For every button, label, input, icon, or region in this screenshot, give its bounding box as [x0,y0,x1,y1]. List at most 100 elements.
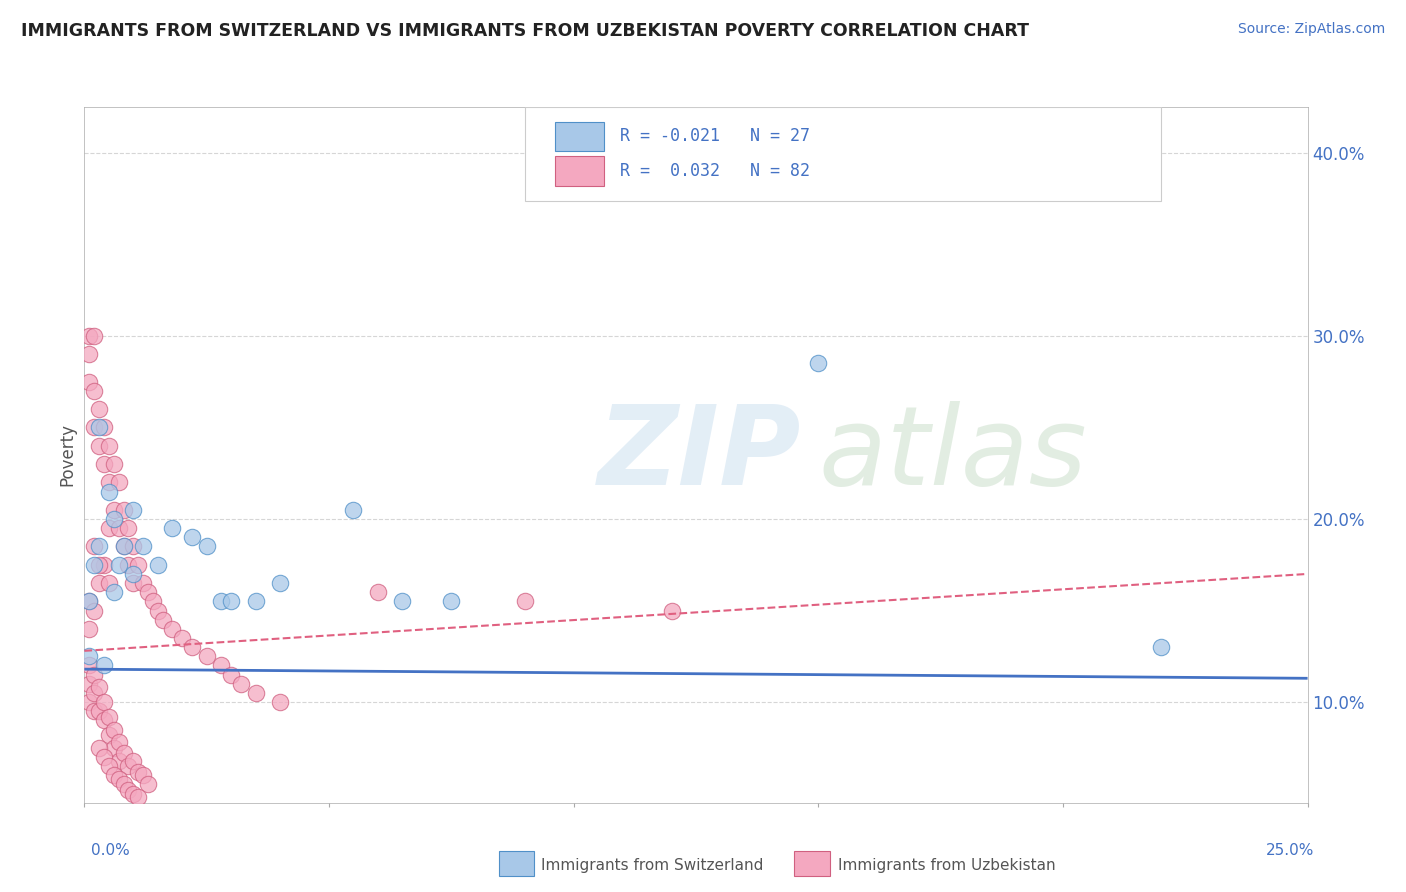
Point [87,576,110,591]
Point [219,594,242,608]
Point [93,695,115,709]
Point [77,677,100,691]
Point [77,622,100,636]
Point [107,558,129,572]
Point [245,686,267,700]
Text: 25.0%: 25.0% [1267,843,1315,858]
Point [97,710,120,724]
Point [87,740,110,755]
Point [195,540,218,554]
Point [127,764,149,779]
Point [107,735,129,749]
Text: Immigrants from Switzerland: Immigrants from Switzerland [541,858,763,872]
Point [87,704,110,718]
Point [97,475,120,490]
Point [181,640,204,655]
Point [661,603,683,617]
Point [77,347,100,361]
Point [83,329,105,343]
Point [132,540,155,554]
Point [97,521,120,535]
Point [93,714,115,728]
Point [209,594,232,608]
Point [136,585,159,599]
Point [77,658,100,673]
Point [93,457,115,471]
Point [103,723,125,737]
Point [83,540,105,554]
Point [181,530,204,544]
Point [122,754,145,768]
Point [97,484,120,499]
Point [440,594,463,608]
Point [103,768,125,782]
Point [391,594,413,608]
Point [342,503,364,517]
Point [77,375,100,389]
Point [132,768,155,782]
Point [77,329,100,343]
Point [103,512,125,526]
Point [122,576,145,591]
Point [107,772,129,786]
Point [146,558,169,572]
Point [807,356,830,370]
Point [152,613,174,627]
Point [367,585,389,599]
Point [107,754,129,768]
Point [1150,640,1173,655]
FancyBboxPatch shape [524,107,1161,201]
Point [127,790,149,805]
Point [83,686,105,700]
Point [83,603,105,617]
Point [117,521,139,535]
Point [77,649,100,664]
Point [97,759,120,773]
Point [87,558,110,572]
Point [112,540,135,554]
Text: atlas: atlas [818,401,1087,508]
Point [112,777,135,791]
Point [245,594,267,608]
Text: 0.0%: 0.0% [91,843,131,858]
Text: IMMIGRANTS FROM SWITZERLAND VS IMMIGRANTS FROM UZBEKISTAN POVERTY CORRELATION CH: IMMIGRANTS FROM SWITZERLAND VS IMMIGRANT… [21,22,1029,40]
Point [83,420,105,434]
Point [117,783,139,797]
Point [195,649,218,664]
Point [122,566,145,581]
Point [77,594,100,608]
Point [117,759,139,773]
Point [103,740,125,755]
Point [172,631,194,645]
Y-axis label: Poverty: Poverty [58,424,76,486]
Point [162,521,184,535]
Text: ZIP: ZIP [598,401,801,508]
Point [112,747,135,761]
FancyBboxPatch shape [555,121,605,151]
Point [87,420,110,434]
Point [103,457,125,471]
Point [132,576,155,591]
Text: R = -0.021   N = 27: R = -0.021 N = 27 [620,128,810,145]
Point [513,594,536,608]
Point [87,540,110,554]
Point [103,585,125,599]
Point [127,558,149,572]
Point [122,503,145,517]
Point [112,540,135,554]
Point [269,695,291,709]
Point [117,558,139,572]
Point [97,728,120,742]
Point [77,695,100,709]
Point [112,503,135,517]
Point [97,576,120,591]
Point [93,658,115,673]
Point [122,540,145,554]
Point [77,594,100,608]
Text: Source: ZipAtlas.com: Source: ZipAtlas.com [1237,22,1385,37]
Point [87,402,110,417]
Point [269,576,291,591]
Point [219,667,242,681]
Point [146,603,169,617]
Point [142,594,165,608]
